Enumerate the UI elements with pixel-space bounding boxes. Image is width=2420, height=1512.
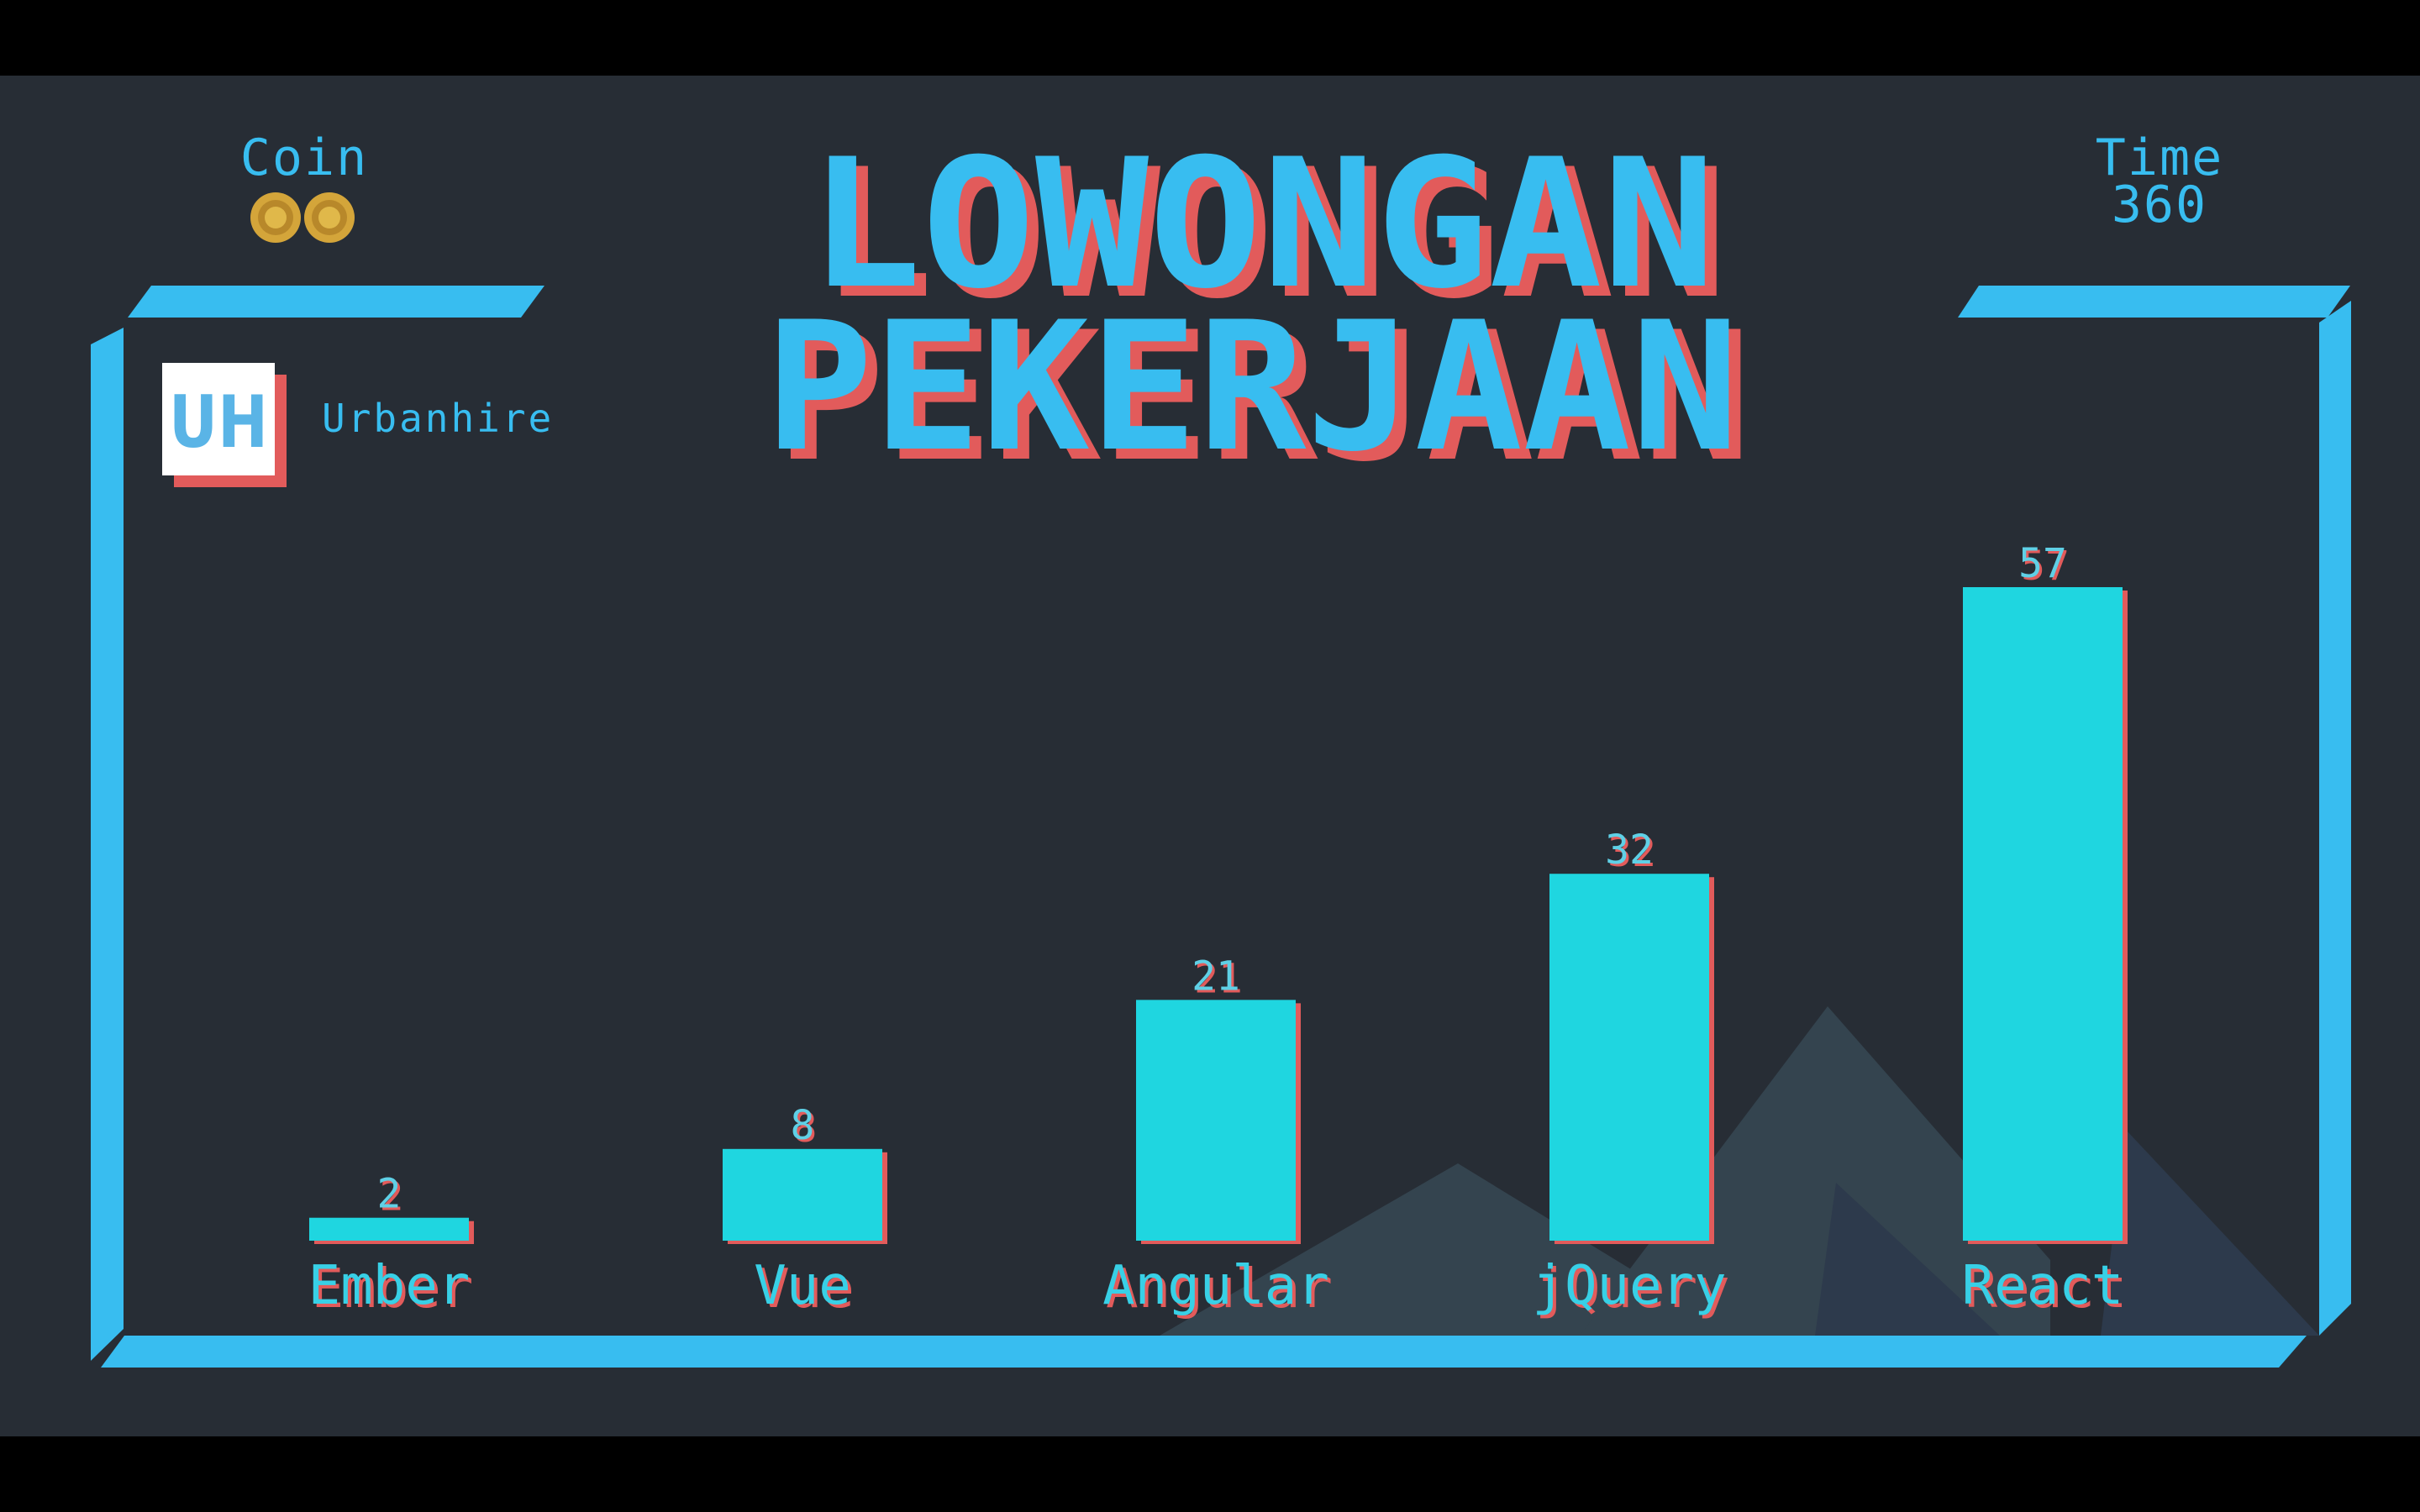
bar-ember	[309, 1217, 469, 1241]
category-label: Vue	[754, 1255, 851, 1317]
value-label: 2	[377, 1171, 402, 1218]
mountain-shape-center	[1580, 1006, 2050, 1336]
frame-left	[91, 328, 124, 1361]
mountain-shape-far	[2101, 1130, 2319, 1336]
category-label-shadow: React	[1965, 1258, 2128, 1320]
bar-react	[1963, 587, 2123, 1241]
frame-right	[2319, 301, 2351, 1336]
logo-text: UH	[169, 381, 268, 465]
title-line1-shadow: LOWONGAN	[820, 130, 1728, 338]
mountain-shape-right	[1815, 1183, 2000, 1336]
time-value: 360	[2111, 176, 2208, 234]
value-label-shadow: 2	[380, 1173, 404, 1221]
bar-jquery	[1549, 874, 1709, 1241]
bar-angular	[1136, 1000, 1296, 1241]
coin-label: Coin	[239, 129, 369, 187]
value-label-shadow: 8	[793, 1105, 818, 1152]
title-line2-shadow: PEKERJAAN	[776, 293, 1751, 501]
bar-chart: 22EmberEmber88VueVue2121AngularAngular32…	[308, 540, 2128, 1320]
category-label: Angular	[1102, 1255, 1329, 1317]
title-line2: PEKERJAAN	[765, 283, 1739, 491]
value-label: 21	[1192, 953, 1240, 1000]
category-label-shadow: Ember	[312, 1258, 474, 1320]
value-label-shadow: 57	[2021, 543, 2070, 590]
category-label: jQuery	[1532, 1255, 1726, 1317]
value-label-shadow: 21	[1194, 955, 1243, 1002]
frame-bottom	[101, 1336, 2307, 1368]
game-frame	[91, 286, 2351, 1368]
category-label: React	[1962, 1255, 2124, 1317]
time-label: Time	[2095, 129, 2224, 187]
category-label-shadow: jQuery	[1535, 1258, 1729, 1320]
mountain-shape-left	[1160, 1163, 1739, 1336]
category-label-shadow: Vue	[757, 1258, 855, 1320]
bar-vue	[723, 1148, 882, 1241]
value-label-shadow: 32	[1607, 829, 1656, 876]
category-label: Ember	[308, 1255, 471, 1317]
urbanhire-logo: UH	[162, 363, 275, 475]
title-line1: LOWONGAN	[808, 120, 1716, 328]
value-label: 8	[791, 1102, 815, 1149]
frame-top-right	[1958, 286, 2350, 318]
title-banner: LOWONGAN LOWONGAN PEKERJAAN PEKERJAAN	[765, 120, 1751, 501]
category-label-shadow: Angular	[1106, 1258, 1333, 1320]
brand-name: Urbanhire	[322, 396, 555, 441]
coin-icon	[304, 192, 355, 243]
value-label: 57	[2018, 540, 2067, 587]
game-screen: LOWONGAN LOWONGAN PEKERJAAN PEKERJAAN Co…	[0, 76, 2420, 1436]
coin-counter	[250, 192, 355, 243]
value-label: 32	[1605, 827, 1654, 874]
frame-top-left	[128, 286, 544, 318]
coin-icon	[250, 192, 301, 243]
